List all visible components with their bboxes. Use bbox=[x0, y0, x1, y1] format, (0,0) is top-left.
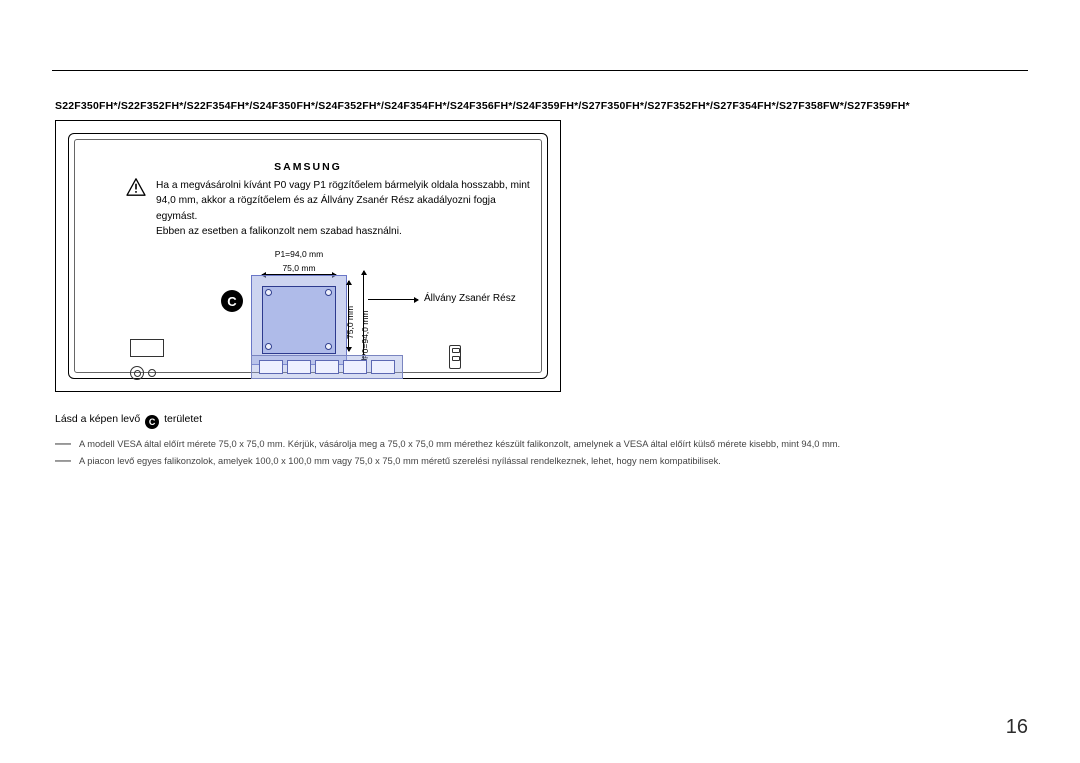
ring-icon bbox=[130, 366, 144, 380]
badge-dots bbox=[130, 366, 164, 380]
warning-line2: 94,0 mm, akkor a rögzítőelem és az Állvá… bbox=[156, 193, 530, 224]
port-strip bbox=[251, 355, 403, 379]
warning-text: Ha a megvásárolni kívánt P0 vagy P1 rögz… bbox=[156, 178, 530, 239]
footnote-2: ― A piacon levő egyes falikonzolok, amel… bbox=[55, 454, 1028, 469]
dim-p0-label: P0=94,0 mm bbox=[360, 311, 370, 359]
warning-block: Ha a megvásárolni kívánt P0 vagy P1 rögz… bbox=[126, 178, 530, 239]
footnote-1-text: A modell VESA által előírt mérete 75,0 x… bbox=[79, 437, 840, 452]
callout-arrow bbox=[368, 299, 418, 300]
warning-icon bbox=[126, 178, 146, 239]
vesa-hole bbox=[265, 289, 272, 296]
port bbox=[287, 360, 311, 374]
port bbox=[343, 360, 367, 374]
dot-icon bbox=[148, 369, 156, 377]
badge-area bbox=[130, 339, 164, 380]
dim-p1-label: P1=94,0 mm bbox=[251, 249, 347, 259]
lead-line: Lásd a képen levő C területet bbox=[55, 413, 1028, 429]
warning-line3: Ebben az esetben a falikonzolt nem szaba… bbox=[156, 224, 530, 239]
top-rule bbox=[52, 70, 1028, 71]
vesa-hole bbox=[265, 343, 272, 350]
vesa-hole bbox=[325, 343, 332, 350]
figure-box: SAMSUNG Ha a megvásárolni kívánt P0 vagy… bbox=[55, 120, 561, 392]
warning-line1: Ha a megvásárolni kívánt P0 vagy P1 rögz… bbox=[156, 178, 530, 193]
lead-after: területet bbox=[164, 413, 202, 425]
page-number: 16 bbox=[1006, 716, 1028, 739]
dim-75-vertical-label: 75,0 mm bbox=[345, 306, 355, 339]
footnote-1: ― A modell VESA által előírt mérete 75,0… bbox=[55, 437, 1028, 452]
page: S22F350FH*/S22F352FH*/S22F354FH*/S24F350… bbox=[0, 0, 1080, 763]
footnote-dash: ― bbox=[55, 439, 71, 452]
footnote-2-text: A piacon levő egyes falikonzolok, amelye… bbox=[79, 454, 721, 469]
badge-box bbox=[130, 339, 164, 357]
port bbox=[315, 360, 339, 374]
area-marker-c-inline: C bbox=[145, 415, 159, 429]
below-figure-text: Lásd a képen levő C területet ― A modell… bbox=[55, 413, 1028, 469]
model-list: S22F350FH*/S22F352FH*/S22F354FH*/S24F350… bbox=[55, 100, 910, 112]
area-marker-c: C bbox=[221, 290, 243, 312]
port bbox=[371, 360, 395, 374]
brand-logo: SAMSUNG bbox=[274, 161, 342, 173]
vesa-hole bbox=[325, 289, 332, 296]
lead-before: Lásd a képen levő bbox=[55, 413, 140, 425]
callout-label: Állvány Zsanér Rész bbox=[424, 293, 516, 304]
port bbox=[259, 360, 283, 374]
side-port-box bbox=[449, 345, 461, 369]
footnote-dash: ― bbox=[55, 456, 71, 469]
